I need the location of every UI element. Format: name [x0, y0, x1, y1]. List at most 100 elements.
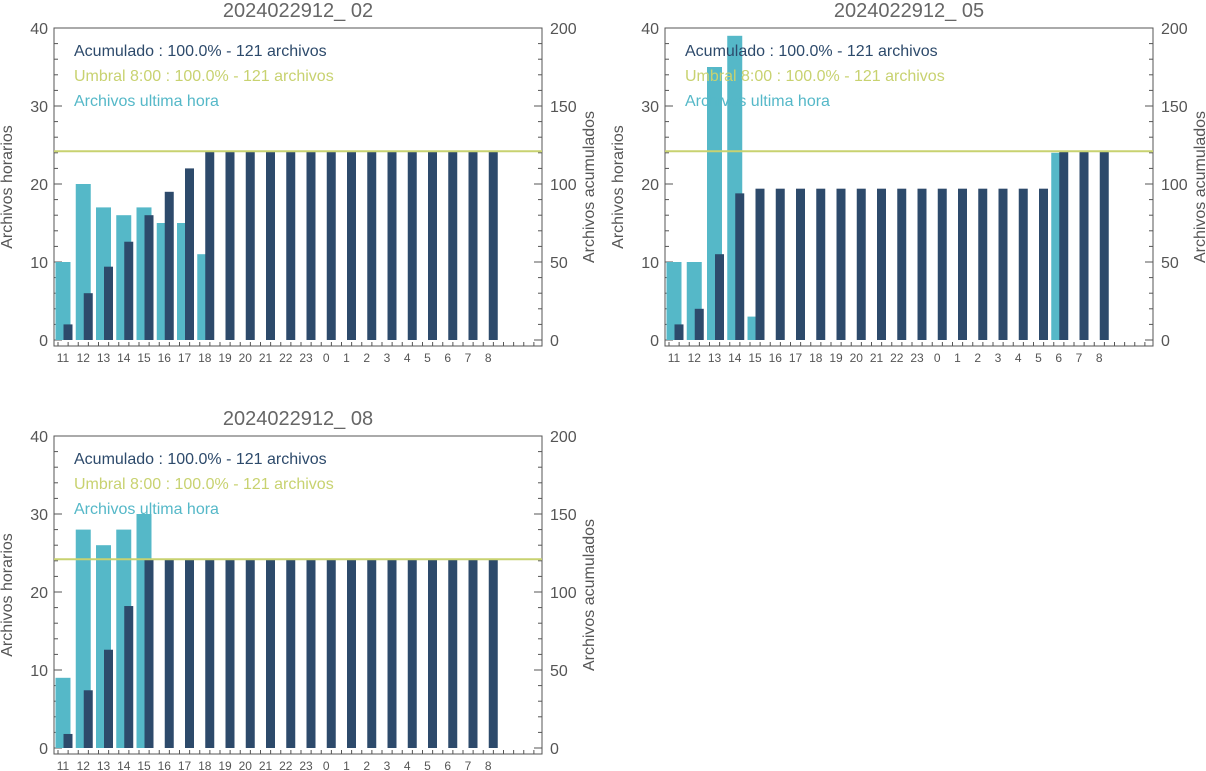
charts-canvas: 01020304005010015020011 12 13 14 15 16 17 18 19 2…: [0, 0, 1206, 771]
cumulative-bar: [64, 324, 73, 340]
cumulative-bar: [897, 189, 906, 340]
cumulative-bar: [489, 151, 498, 340]
x-tick-label: 20: [239, 759, 253, 771]
cumulative-bar: [327, 559, 336, 748]
cumulative-bar: [715, 254, 724, 340]
x-tick-label: 17: [178, 759, 192, 771]
cumulative-bar: [347, 151, 356, 340]
x-tick-label: 23: [299, 759, 313, 771]
cumulative-bar: [266, 559, 275, 748]
left-tick-label: 10: [30, 255, 48, 272]
x-tick-label: 21: [259, 759, 273, 771]
cumulative-bar: [735, 193, 744, 340]
cumulative-bar: [226, 559, 235, 748]
x-tick-label: 17: [789, 351, 803, 365]
chart-title: 2024022912_ 08: [223, 408, 373, 430]
legend-entry: Archivos ultima hora: [74, 501, 219, 518]
x-tick-label: 15: [137, 759, 151, 771]
right-tick-label: 150: [1161, 99, 1188, 116]
x-tick-label: 14: [117, 351, 131, 365]
x-tick-label: 5: [1035, 351, 1042, 365]
right-tick-label: 50: [550, 255, 568, 272]
cumulative-bar: [367, 559, 376, 748]
x-tick-label: 2: [363, 351, 370, 365]
cumulative-bar: [1019, 189, 1028, 340]
cumulative-bar: [367, 151, 376, 340]
x-tick-label: 15: [748, 351, 762, 365]
x-tick-label: 19: [829, 351, 843, 365]
x-tick-label: 23: [910, 351, 924, 365]
cumulative-bar: [84, 293, 93, 340]
cumulative-bar: [857, 189, 866, 340]
x-tick-label: 15: [137, 351, 151, 365]
x-tick-label: 6: [444, 759, 451, 771]
cumulative-bar: [408, 151, 417, 340]
x-tick-label: 1: [954, 351, 961, 365]
x-tick-label: 16: [158, 759, 172, 771]
cumulative-bar: [1080, 151, 1089, 340]
cumulative-bar: [756, 189, 765, 340]
cumulative-bar: [246, 559, 255, 748]
cumulative-bar: [104, 267, 113, 340]
x-tick-label: 8: [485, 351, 492, 365]
left-tick-label: 20: [30, 177, 48, 194]
x-tick-label: 5: [424, 759, 431, 771]
left-axis-label: Archivos horarios: [0, 125, 16, 249]
x-tick-label: 7: [465, 759, 472, 771]
cumulative-bar: [448, 559, 457, 748]
left-tick-label: 0: [650, 333, 659, 350]
cumulative-bar: [958, 189, 967, 340]
x-tick-label: 3: [384, 351, 391, 365]
x-tick-label: 20: [239, 351, 253, 365]
cumulative-bar: [185, 168, 194, 340]
x-tick-label: 11: [668, 351, 681, 365]
x-tick-label: 0: [323, 759, 330, 771]
x-tick-label: 11: [57, 759, 70, 771]
cumulative-bar: [165, 559, 174, 748]
cumulative-bar: [408, 559, 417, 748]
cumulative-bar: [104, 650, 113, 748]
x-tick-label: 13: [708, 351, 722, 365]
legend-entry: Umbral 8:00 : 100.0% - 121 archivos: [74, 68, 334, 85]
x-tick-label: 0: [934, 351, 941, 365]
cumulative-bar: [1039, 189, 1048, 340]
right-tick-label: 0: [550, 333, 559, 350]
right-tick-label: 100: [550, 177, 577, 194]
right-axis-label: Archivos acumulados: [581, 111, 598, 263]
cumulative-bar: [205, 151, 214, 340]
cumulative-bar: [145, 559, 154, 748]
legend-entry: Umbral 8:00 : 100.0% - 121 archivos: [685, 68, 945, 85]
cumulative-bar: [124, 606, 133, 748]
cumulative-bar: [1059, 151, 1068, 340]
cumulative-bar: [388, 151, 397, 340]
left-tick-label: 40: [30, 429, 48, 446]
cumulative-bar: [205, 559, 214, 748]
cumulative-bar: [266, 151, 275, 340]
x-tick-label: 16: [158, 351, 172, 365]
x-tick-label: 12: [77, 351, 91, 365]
x-tick-label: 6: [1055, 351, 1062, 365]
cumulative-bar: [938, 189, 947, 340]
x-tick-label: 2: [974, 351, 981, 365]
chart-panel-2: 01020304005010015020011 12 13 14 15 16 17 18 19 2…: [610, 0, 1206, 365]
cumulative-bar: [877, 189, 886, 340]
cumulative-bar: [307, 151, 316, 340]
left-tick-label: 40: [30, 21, 48, 38]
right-tick-label: 50: [550, 663, 568, 680]
left-tick-label: 20: [30, 585, 48, 602]
x-tick-label: 12: [77, 759, 91, 771]
x-tick-label: 4: [1015, 351, 1022, 365]
x-tick-label: 19: [218, 759, 232, 771]
cumulative-bar: [1100, 151, 1109, 340]
x-tick-label: 13: [97, 351, 111, 365]
legend-entry: Umbral 8:00 : 100.0% - 121 archivos: [74, 476, 334, 493]
cumulative-bar: [388, 559, 397, 748]
x-tick-label: 5: [424, 351, 431, 365]
x-tick-label: 3: [995, 351, 1002, 365]
cumulative-bar: [286, 151, 295, 340]
x-tick-label: 20: [850, 351, 864, 365]
chart-panel-3: 01020304005010015020011 12 13 14 15 16 17 18 19 2…: [0, 408, 598, 771]
left-axis-label: Archivos horarios: [610, 125, 627, 249]
x-tick-label: 22: [279, 759, 293, 771]
x-tick-label: 18: [809, 351, 823, 365]
